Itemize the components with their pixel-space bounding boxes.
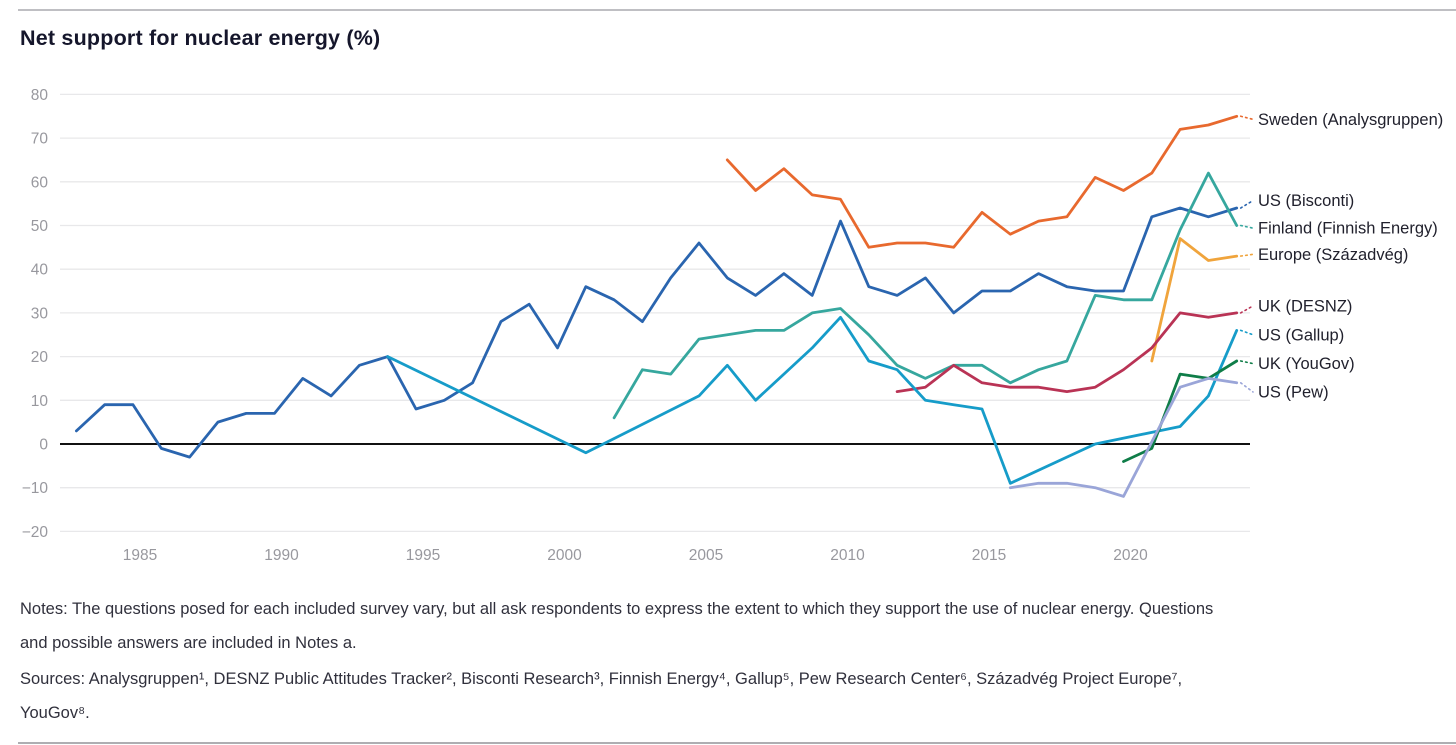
series-line-uk-desnz: [895, 311, 1239, 394]
series-label-finland-finnish-energy: Finland (Finnish Energy): [1258, 220, 1438, 238]
x-tick-label: 1995: [406, 547, 440, 564]
y-tick-label: 20: [31, 349, 49, 366]
y-tick-label: 0: [39, 437, 48, 454]
y-tick-label: 50: [31, 218, 49, 235]
series-line-sweden-analysgruppen: [725, 114, 1239, 249]
series-line-finland-finnish-energy: [612, 171, 1239, 420]
series-line-europe-szazadveg: [1150, 237, 1239, 363]
y-tick-label: 40: [31, 262, 49, 279]
x-tick-label: 2005: [689, 547, 723, 564]
series-label-uk-yougov: UK (YouGov): [1258, 355, 1355, 373]
x-tick-label: 1990: [264, 547, 299, 564]
sources-text: Sources: Analysgruppen¹, DESNZ Public At…: [20, 670, 1183, 722]
series-label-leader-finland-finnish-energy: [1239, 224, 1254, 229]
series-line-us-gallup: [386, 315, 1239, 485]
y-tick-label: −20: [22, 524, 49, 541]
series-label-uk-desnz: UK (DESNZ): [1258, 297, 1352, 315]
series-label-leader-us-bisconti: [1239, 199, 1254, 209]
y-tick-label: 10: [31, 393, 49, 410]
y-tick-label: 70: [31, 131, 49, 148]
series-label-sweden-analysgruppen: Sweden (Analysgruppen): [1258, 111, 1443, 129]
series-label-us-gallup: US (Gallup): [1258, 326, 1344, 344]
series-line-us-bisconti: [75, 206, 1239, 459]
notes-text: Notes: The questions posed for each incl…: [20, 600, 1214, 652]
x-tick-label: 2020: [1113, 547, 1148, 564]
x-tick-label: 1985: [123, 547, 157, 564]
series-line-uk-yougov: [1122, 359, 1239, 463]
y-tick-label: 80: [31, 87, 49, 104]
x-tick-label: 2000: [547, 547, 582, 564]
chart-title: Net support for nuclear energy (%): [20, 26, 381, 50]
y-tick-label: −10: [22, 480, 49, 497]
series-label-leader-us-pew: [1239, 382, 1254, 393]
series-label-leader-us-gallup: [1239, 329, 1254, 336]
notes-block: Notes: The questions posed for each incl…: [20, 592, 1444, 730]
x-tick-label: 2015: [972, 547, 1006, 564]
series-label-europe-szazadveg: Europe (Századvég): [1258, 246, 1408, 264]
series-label-leader-uk-desnz: [1239, 305, 1254, 314]
series-line-us-pew: [1008, 376, 1239, 498]
series-label-us-pew: US (Pew): [1258, 383, 1329, 401]
series-label-leader-europe-szazadveg: [1239, 253, 1254, 257]
series-label-us-bisconti: US (Bisconti): [1258, 192, 1354, 210]
series-label-leader-sweden-analysgruppen: [1239, 115, 1254, 121]
series-label-leader-uk-yougov: [1239, 360, 1254, 365]
chart-area: 80 70 60 50 40 30 20 10 0 −10 −20 1985 1990 1995 2000 2…: [22, 87, 1444, 564]
bottom-divider: [18, 742, 1456, 744]
y-tick-label: 60: [31, 174, 49, 191]
y-tick-label: 30: [31, 305, 49, 322]
x-tick-label: 2010: [830, 547, 865, 564]
top-divider: [18, 9, 1456, 11]
